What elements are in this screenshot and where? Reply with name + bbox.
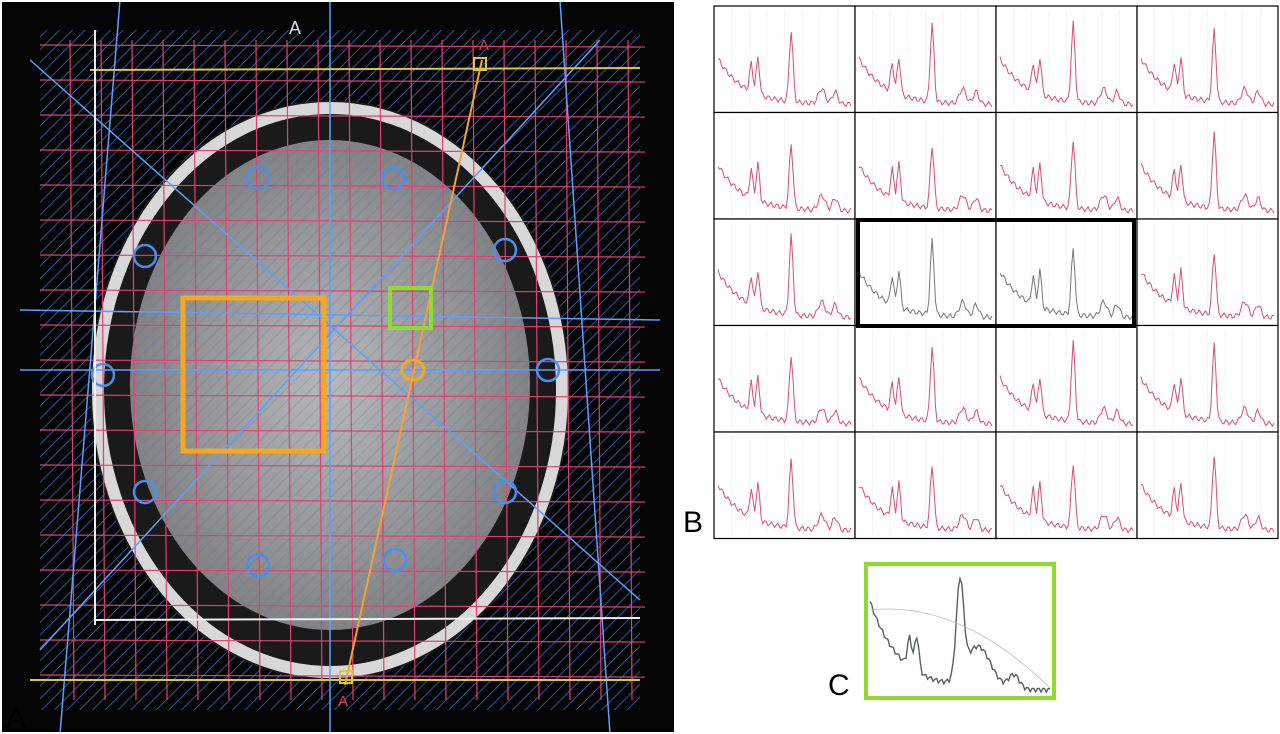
spectrum	[869, 575, 1051, 694]
spectrum	[999, 20, 1134, 108]
reference-line	[344, 59, 483, 686]
sat-line	[29, 59, 641, 601]
orientation-label: A	[289, 18, 301, 38]
fiducial	[132, 243, 158, 269]
slice-line	[89, 67, 641, 71]
spectrum	[1140, 27, 1275, 108]
selection-box	[856, 218, 1136, 328]
enlarged-spectrum-box	[864, 562, 1056, 700]
grid-line	[39, 674, 646, 678]
spectrum	[858, 22, 993, 108]
grid-line	[39, 569, 646, 573]
spectrum	[858, 238, 993, 321]
sat-line	[19, 309, 661, 321]
grid-line	[39, 149, 646, 153]
spectrum	[999, 141, 1134, 215]
spectrum	[1140, 456, 1275, 533]
sat-line	[559, 2, 611, 732]
spectrum	[858, 466, 993, 534]
fiducial	[382, 547, 408, 573]
panel-label: A	[6, 702, 26, 734]
spectrum	[717, 32, 852, 108]
spectrum	[1140, 342, 1275, 428]
fiducial	[380, 165, 406, 191]
grid-line	[39, 639, 646, 643]
voi-box	[180, 295, 327, 454]
spectrum	[999, 340, 1134, 427]
spectrum	[1141, 254, 1275, 320]
grid-line	[39, 534, 646, 538]
grid-line	[39, 289, 646, 293]
target-marker	[400, 358, 426, 382]
enlarged-spectrum	[869, 575, 1051, 694]
spectrum	[858, 347, 993, 427]
grid-line	[39, 464, 646, 468]
selected-voxel	[388, 286, 433, 330]
grid-line	[39, 604, 646, 608]
grid-line	[39, 324, 646, 328]
grid-line	[39, 359, 646, 363]
spectrum	[717, 458, 852, 533]
line-label: A	[338, 693, 348, 710]
grid-line	[39, 254, 646, 258]
fiducial	[90, 362, 116, 388]
grid-line	[39, 394, 646, 398]
marker	[339, 670, 353, 684]
fiducial	[132, 479, 158, 505]
line-label: A	[479, 37, 489, 54]
fiducial	[492, 479, 518, 505]
grid-line	[39, 219, 646, 223]
fov-line	[94, 617, 641, 621]
panel-label: B	[683, 506, 703, 539]
grid-line	[39, 44, 646, 48]
fiducial	[245, 552, 271, 578]
spectrum	[999, 465, 1134, 534]
grid-line	[39, 429, 646, 433]
grid-line	[39, 184, 646, 188]
sat-line	[39, 39, 601, 651]
grid-line	[39, 499, 646, 503]
panel-label: C	[828, 669, 850, 702]
spectrum	[717, 144, 852, 215]
grid-line	[39, 114, 646, 118]
voxel-grid	[19, 2, 661, 732]
fiducial	[535, 357, 561, 383]
spectrum	[717, 357, 852, 428]
spectra-grid	[713, 5, 1279, 540]
grid-line	[39, 79, 646, 83]
spectrum	[999, 248, 1134, 321]
baseline	[869, 608, 1051, 689]
spectrum	[1140, 131, 1275, 214]
fiducial	[245, 165, 271, 191]
spectrum	[717, 233, 852, 320]
spectrum	[858, 147, 993, 213]
fiducial	[492, 237, 518, 263]
marker	[473, 57, 487, 71]
sat-line	[59, 2, 121, 732]
mri-panel: A A A A	[2, 2, 674, 734]
